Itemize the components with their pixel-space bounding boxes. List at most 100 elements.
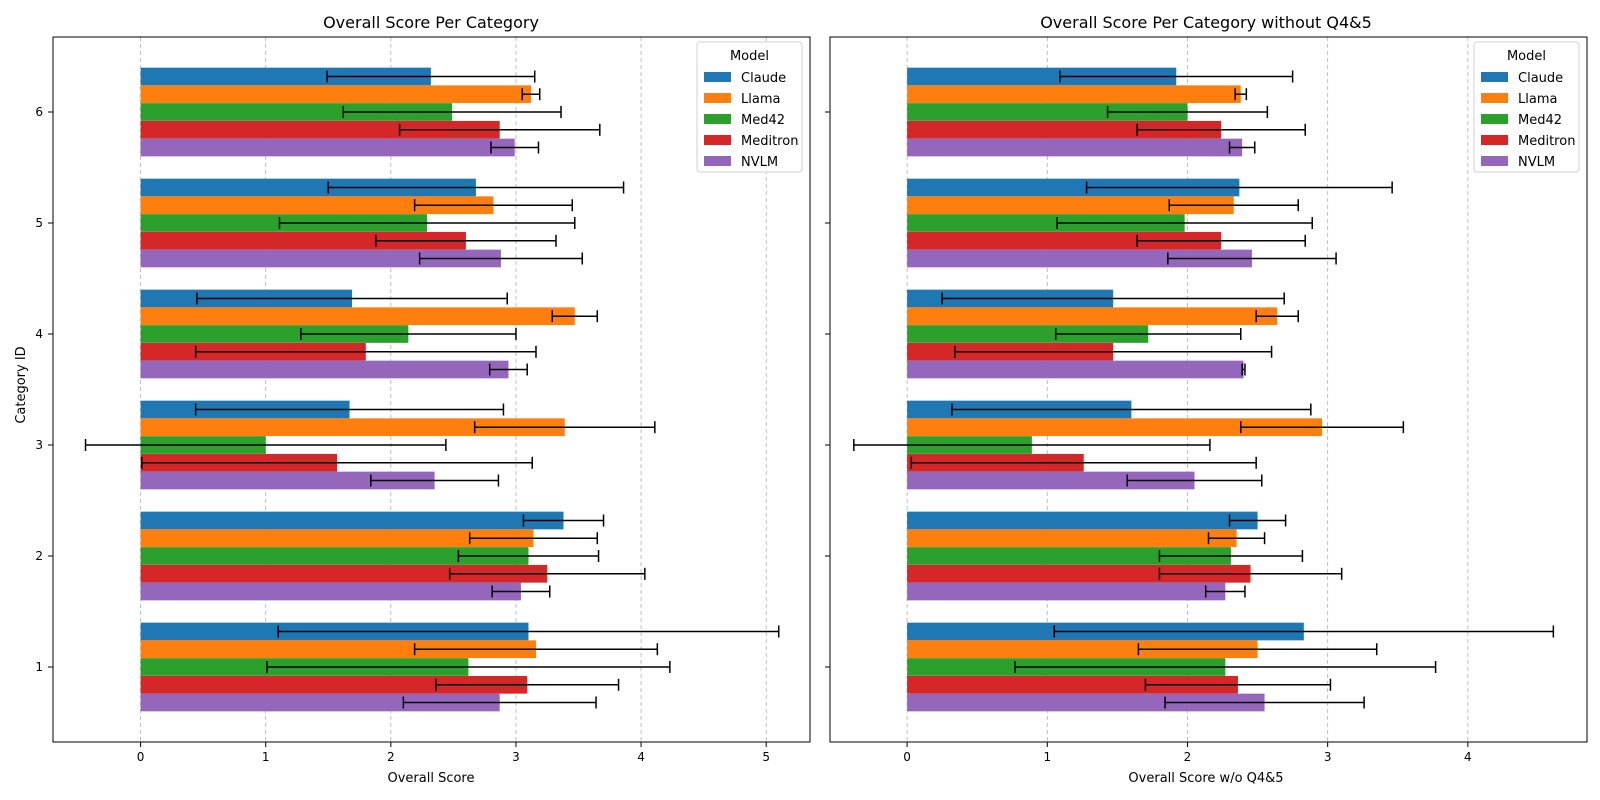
error-bar-claude-cat6: [326, 70, 536, 83]
bar-meditron-cat2: [907, 564, 1251, 583]
error-bar-nvlm-cat5: [1167, 252, 1337, 265]
bar-med42-cat6: [907, 103, 1188, 121]
left-chart-ylabel: Category ID: [14, 346, 29, 423]
legend-swatch-llama: [1481, 93, 1508, 103]
error-bar-claude-cat1: [277, 625, 780, 638]
bar-med42-cat2: [140, 547, 529, 565]
bar-llama-cat1: [907, 640, 1258, 659]
bar-meditron-cat1: [907, 675, 1238, 694]
error-bar-meditron-cat2: [1158, 567, 1343, 580]
error-bar-med42-cat6: [1106, 106, 1269, 118]
legend-swatch-meditron: [704, 135, 731, 145]
legend-swatch-med42: [1481, 114, 1508, 124]
bar-meditron-cat1: [140, 675, 528, 694]
error-bar-llama-cat4: [1255, 310, 1299, 323]
x-tick-label: 3: [1324, 750, 1332, 764]
legend-label-claude: Claude: [1518, 71, 1563, 86]
bar-nvlm-cat5: [907, 249, 1252, 268]
y-tick-label: 2: [35, 549, 43, 563]
error-bar-med42-cat5: [1056, 217, 1313, 229]
error-bar-meditron-cat1: [435, 678, 620, 691]
error-bar-claude-cat2: [1228, 514, 1287, 527]
error-bar-claude-cat1: [1053, 625, 1555, 638]
x-tick-label: 1: [262, 750, 270, 764]
error-bar-med42-cat2: [1158, 550, 1304, 562]
error-bar-claude-cat4: [941, 292, 1285, 305]
legend-label-claude: Claude: [741, 71, 786, 86]
legend-swatch-nvlm: [1481, 156, 1508, 166]
y-tick-label: 3: [35, 438, 43, 452]
error-bar-med42-cat1: [1014, 661, 1437, 673]
error-bar-nvlm-cat2: [491, 585, 551, 598]
bar-nvlm-cat4: [140, 360, 509, 379]
error-bar-med42-cat4: [1054, 328, 1242, 340]
error-bar-meditron-cat3: [910, 456, 1257, 469]
x-tick-label: 0: [903, 750, 911, 764]
bar-meditron-cat5: [140, 231, 466, 250]
bar-meditron-cat6: [907, 120, 1222, 139]
legend-title: Model: [1507, 49, 1546, 64]
error-bar-nvlm-cat2: [1204, 585, 1246, 598]
x-tick-label: 3: [512, 750, 520, 764]
bar-nvlm-cat5: [140, 249, 501, 268]
legend-label-llama: Llama: [1518, 92, 1557, 107]
error-bar-claude-cat3: [194, 403, 505, 416]
bar-claude-cat5: [907, 178, 1240, 197]
legend-swatch-med42: [704, 114, 731, 124]
error-bar-meditron-cat4: [954, 345, 1273, 358]
error-bar-llama-cat1: [413, 643, 659, 656]
legend-label-llama: Llama: [741, 92, 780, 107]
y-tick-label: 5: [35, 216, 43, 230]
legend: Model Claude Llama Med42 Meditron NVLM: [1473, 41, 1580, 173]
error-bar-llama-cat2: [1207, 532, 1266, 545]
bar-llama-cat2: [907, 529, 1237, 548]
error-bar-llama-cat5: [413, 199, 574, 212]
left-chart-xlabel: Overall Score: [387, 771, 474, 786]
bar-llama-cat6: [140, 85, 531, 104]
legend-label-nvlm: NVLM: [1518, 155, 1555, 170]
error-bar-med42-cat6: [342, 106, 562, 118]
error-bar-claude-cat5: [327, 181, 625, 194]
error-bar-nvlm-cat1: [1164, 696, 1365, 709]
error-bar-nvlm-cat5: [418, 252, 584, 265]
error-bar-claude-cat2: [522, 514, 605, 527]
error-bar-claude-cat4: [196, 292, 508, 305]
bar-llama-cat6: [907, 85, 1241, 104]
bar-claude-cat2: [140, 511, 564, 530]
error-bar-meditron-cat2: [448, 567, 646, 580]
error-bar-llama-cat3: [473, 421, 656, 434]
error-bar-meditron-cat5: [375, 234, 557, 247]
bar-llama-cat5: [140, 196, 494, 215]
x-tick-label: 4: [637, 750, 645, 764]
y-tick-label: 4: [35, 327, 43, 341]
bars: [853, 67, 1555, 712]
x-tick-label: 2: [387, 750, 395, 764]
bars: [84, 67, 780, 712]
bar-meditron-cat6: [140, 120, 500, 139]
legend-swatch-nvlm: [704, 156, 731, 166]
left-chart-title: Overall Score Per Category: [323, 13, 539, 32]
x-tick-label: 5: [762, 750, 770, 764]
bar-llama-cat3: [140, 418, 565, 437]
left-chart-panel: Overall Score Per Category Overall Score…: [14, 13, 811, 786]
legend-label-med42: Med42: [1518, 113, 1562, 128]
error-bar-med42-cat1: [266, 661, 671, 673]
bar-nvlm-cat3: [140, 471, 435, 490]
error-bar-claude-cat5: [1085, 181, 1393, 194]
legend-label-nvlm: NVLM: [741, 155, 778, 170]
plot-frame: [829, 36, 1588, 743]
error-bar-nvlm-cat4: [488, 363, 528, 376]
bar-llama-cat1: [140, 640, 536, 659]
bar-llama-cat4: [907, 307, 1278, 326]
legend-label-meditron: Meditron: [1518, 134, 1575, 149]
error-bar-meditron-cat3: [141, 456, 533, 469]
error-bar-nvlm-cat4: [1241, 363, 1246, 376]
error-bar-med42-cat3: [853, 439, 1211, 451]
bar-claude-cat2: [907, 511, 1258, 530]
error-bar-llama-cat6: [1234, 88, 1248, 101]
error-bar-nvlm-cat6: [1228, 141, 1256, 154]
error-bar-llama-cat6: [521, 88, 541, 101]
bar-meditron-cat5: [907, 231, 1222, 250]
legend-swatch-llama: [704, 93, 731, 103]
